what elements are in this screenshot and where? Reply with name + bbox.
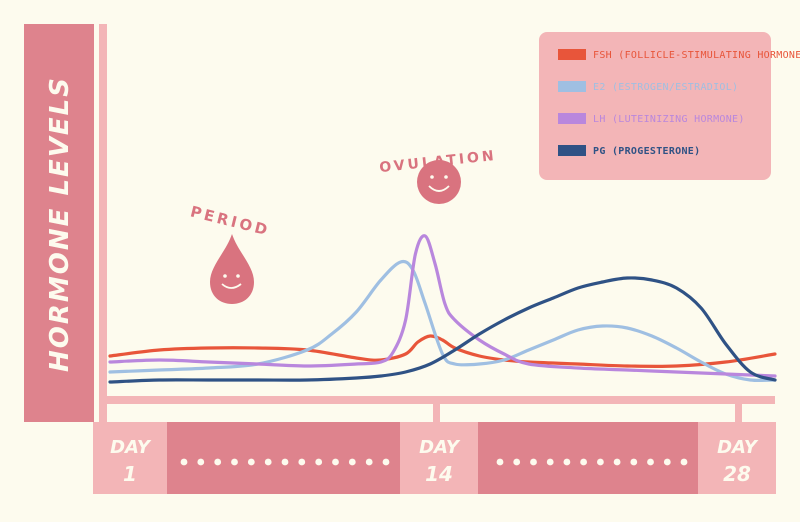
banner-dot bbox=[365, 458, 373, 466]
banner-dot bbox=[630, 458, 638, 466]
legend-bg bbox=[539, 32, 771, 180]
banner-dot bbox=[247, 458, 255, 466]
series-line-e2 bbox=[108, 259, 777, 383]
legend-swatch-e2 bbox=[558, 81, 586, 92]
series-lines bbox=[108, 234, 777, 384]
blood-drop-icon bbox=[210, 234, 254, 304]
banner-dot bbox=[680, 458, 688, 466]
dots-left bbox=[180, 458, 390, 466]
day1-box bbox=[93, 422, 167, 494]
banner-dot bbox=[647, 458, 654, 466]
series-line-pg bbox=[108, 276, 777, 384]
x-axis-line bbox=[99, 396, 775, 404]
legend-label-pg: PG (PROGESTERONE) bbox=[593, 146, 700, 157]
banner-dot bbox=[231, 458, 238, 466]
dots-right bbox=[496, 458, 688, 466]
banner-dot bbox=[264, 458, 272, 466]
banner-dot bbox=[597, 458, 604, 466]
banner-dot bbox=[382, 458, 390, 466]
banner-dot bbox=[298, 458, 306, 466]
banner-dot bbox=[530, 458, 537, 466]
banner-dot bbox=[563, 458, 571, 466]
legend: FSH (FOLLICLE-STIMULATING HORMONE) E2 (ES… bbox=[539, 32, 800, 180]
x-tick-label-line2: 14 bbox=[425, 462, 453, 486]
day-labels: DAY 1 DAY 14 DAY 28 bbox=[110, 437, 759, 486]
legend-swatch-fsh bbox=[558, 49, 586, 60]
legend-swatch-lh bbox=[558, 113, 586, 124]
x-tick-label-line1: DAY bbox=[717, 437, 759, 458]
banner-dot bbox=[315, 458, 323, 466]
banner-dot bbox=[197, 458, 205, 466]
x-tick-label-line2: 28 bbox=[723, 462, 751, 486]
legend-label-e2: E2 (ESTROGEN/ESTRADIOL) bbox=[593, 82, 738, 93]
banner-dot bbox=[214, 458, 222, 466]
axis-lines bbox=[99, 24, 775, 422]
smiley-icon bbox=[417, 160, 461, 204]
series-line-lh bbox=[108, 234, 777, 378]
banner-dot bbox=[281, 458, 289, 466]
legend-swatch-pg bbox=[558, 145, 586, 156]
banner-dot bbox=[513, 458, 521, 466]
x-tick-label-line1: DAY bbox=[110, 437, 152, 458]
day14-box bbox=[400, 422, 478, 494]
period-label: PERIOD bbox=[188, 202, 272, 239]
banner-dot bbox=[496, 458, 504, 466]
banner-dot bbox=[180, 458, 188, 466]
x-tick-label-line2: 1 bbox=[123, 462, 137, 486]
banner-dot bbox=[613, 458, 621, 466]
annotation-ovulation: OVULATION bbox=[379, 148, 497, 204]
legend-label-fsh: FSH (FOLLICLE-STIMULATING HORMONE) bbox=[593, 50, 800, 61]
x-tick-label-line1: DAY bbox=[419, 437, 461, 458]
ylabel: HORMONE LEVELS bbox=[45, 76, 75, 372]
banner-dot bbox=[332, 458, 339, 466]
annotation-period: PERIOD bbox=[188, 202, 272, 304]
day-axis-banner: DAY 1 DAY 14 DAY 28 bbox=[93, 422, 776, 494]
banner-dot bbox=[546, 458, 554, 466]
banner-dot bbox=[663, 458, 671, 466]
legend-label-lh: LH (LUTEINIZING HORMONE) bbox=[593, 114, 745, 125]
ylabel-panel bbox=[24, 24, 94, 422]
x-tick-day28 bbox=[735, 404, 742, 422]
banner-dot bbox=[348, 458, 356, 466]
x-tick-day14 bbox=[433, 404, 440, 422]
banner-dot bbox=[580, 458, 587, 466]
day28-box bbox=[698, 422, 776, 494]
y-axis-line bbox=[99, 24, 107, 422]
